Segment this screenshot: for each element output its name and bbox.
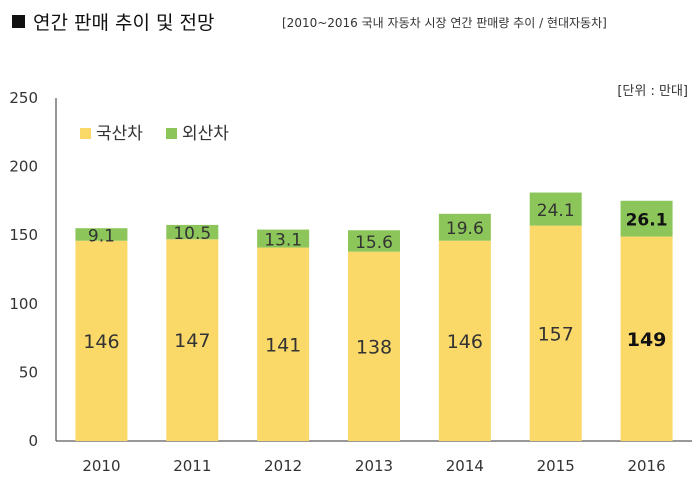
y-tick-label: 100 — [9, 295, 38, 313]
data-label-domestic: 138 — [356, 336, 392, 358]
bar-imported — [438, 213, 491, 241]
unit-label: [단위 : 만대] — [617, 84, 688, 99]
bar-domestic — [166, 239, 219, 441]
bar-domestic — [257, 247, 310, 441]
data-label-domestic: 149 — [627, 329, 667, 351]
bar-imported — [166, 224, 219, 240]
bar-domestic — [529, 225, 582, 441]
x-tick-label: 2010 — [82, 457, 120, 475]
y-tick-label: 200 — [9, 158, 38, 176]
bar-imported — [348, 230, 400, 252]
data-label-imported: 19.6 — [446, 219, 484, 239]
y-tick-label: 0 — [28, 432, 38, 450]
bar-domestic — [438, 240, 491, 441]
legend-swatch-domestic — [80, 128, 91, 139]
legend-swatch-imported — [166, 128, 177, 139]
y-tick-label: 150 — [9, 226, 38, 244]
data-label-imported: 24.1 — [537, 201, 575, 221]
x-tick-label: 2014 — [446, 457, 484, 475]
y-tick-label: 250 — [9, 89, 38, 107]
x-tick-label: 2013 — [355, 457, 393, 475]
data-label-domestic: 146 — [447, 331, 483, 353]
bar-domestic — [75, 240, 128, 441]
bar-imported — [529, 192, 582, 226]
data-label-imported: 9.1 — [88, 226, 115, 246]
bar-imported — [620, 200, 673, 237]
data-label-imported: 10.5 — [173, 224, 211, 244]
bar-domestic — [620, 236, 673, 441]
chart-title-row: 연간 판매 추이 및 전망 — [12, 8, 214, 35]
data-label-imported: 13.1 — [264, 231, 302, 251]
x-tick-label: 2011 — [173, 457, 211, 475]
x-tick-label: 2015 — [537, 457, 575, 475]
data-label-domestic: 146 — [83, 331, 119, 353]
legend-label-domestic: 국산차 — [96, 124, 143, 144]
data-label-domestic: 157 — [538, 323, 574, 345]
y-tick-label: 50 — [19, 363, 38, 381]
data-label-imported: 15.6 — [355, 233, 393, 253]
data-label-imported: 26.1 — [626, 211, 668, 231]
bar-imported — [75, 228, 128, 241]
bar-domestic — [348, 251, 400, 441]
legend-label-imported: 외산차 — [182, 124, 229, 144]
x-tick-label: 2012 — [264, 457, 302, 475]
chart-subtitle: [2010~2016 국내 자동차 시장 연간 판매량 추이 / 현대자동차] — [282, 16, 607, 30]
x-tick-label: 2016 — [627, 457, 665, 475]
data-label-domestic: 147 — [174, 330, 210, 352]
bar-imported — [257, 229, 310, 248]
data-label-domestic: 141 — [265, 334, 301, 356]
chart-title: 연간 판매 추이 및 전망 — [33, 12, 215, 34]
square-bullet-icon — [12, 15, 25, 28]
